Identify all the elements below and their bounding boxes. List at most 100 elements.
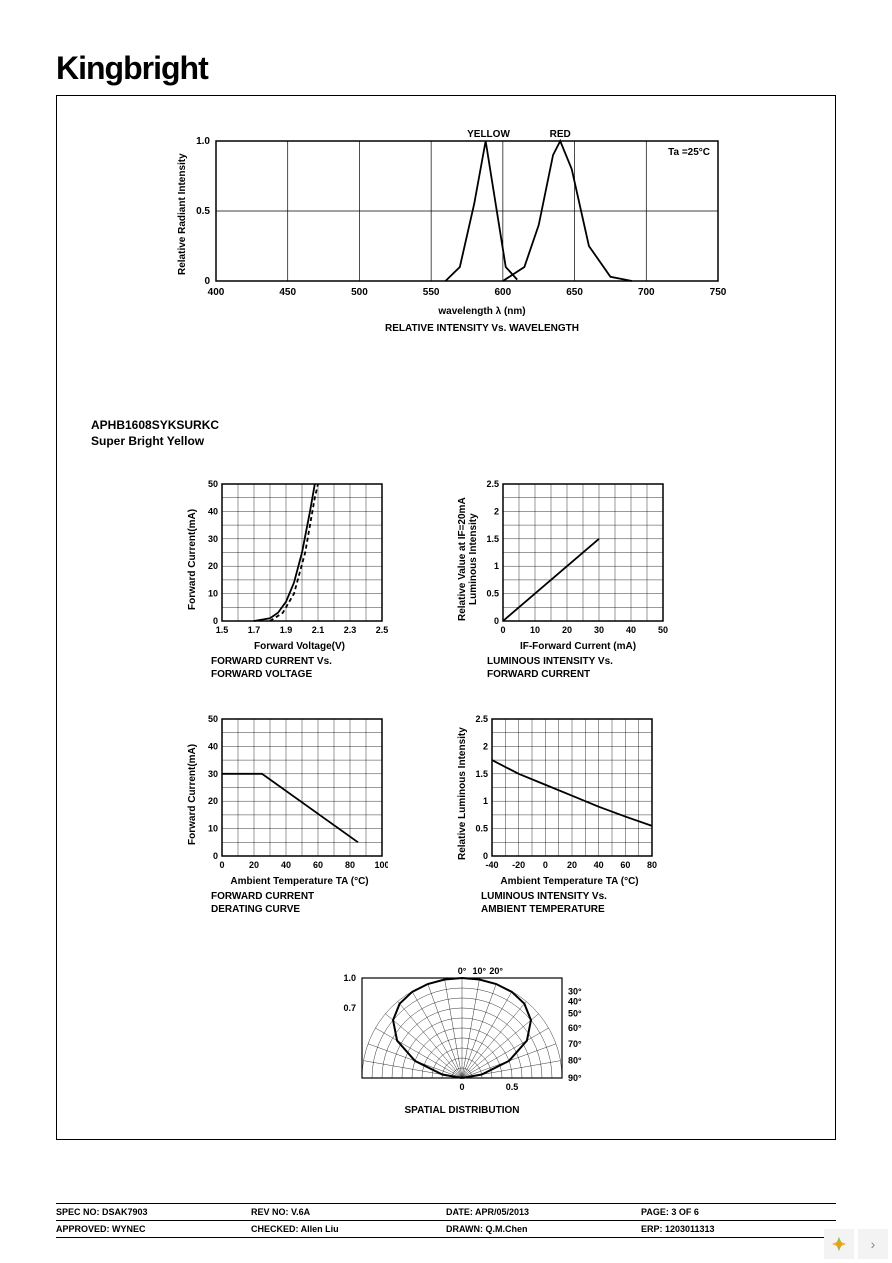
- svg-text:1: 1: [483, 796, 488, 806]
- svg-text:0.5: 0.5: [196, 206, 210, 217]
- svg-text:1: 1: [494, 561, 499, 571]
- svg-text:2.1: 2.1: [312, 625, 325, 635]
- svg-text:0.7: 0.7: [343, 1003, 356, 1013]
- part-number-block: APHB1608SYKSURKC Super Bright Yellow: [91, 418, 219, 449]
- svg-text:80: 80: [647, 860, 657, 870]
- svg-text:100: 100: [374, 860, 388, 870]
- chart-d-title: LUMINOUS INTENSITY Vs. AMBIENT TEMPERATU…: [481, 891, 658, 916]
- svg-text:50°: 50°: [568, 1009, 582, 1019]
- chart-b-xlabel: IF-Forward Current (mA): [487, 641, 669, 652]
- svg-text:1.0: 1.0: [196, 136, 210, 147]
- svg-text:0: 0: [213, 616, 218, 626]
- svg-text:2.5: 2.5: [475, 714, 488, 724]
- chart-top-xlabel: wavelength λ (nm): [207, 306, 757, 317]
- svg-text:60°: 60°: [568, 1023, 582, 1033]
- svg-text:30: 30: [594, 625, 604, 635]
- svg-text:1.9: 1.9: [280, 625, 293, 635]
- svg-text:40°: 40°: [568, 996, 582, 1006]
- svg-text:40: 40: [281, 860, 291, 870]
- svg-text:0°: 0°: [458, 966, 467, 976]
- footer-date: DATE: APR/05/2013: [446, 1207, 641, 1217]
- svg-text:550: 550: [423, 287, 440, 298]
- chart-relative-intensity: Relative Radiant Intensity 4004505005506…: [177, 121, 757, 336]
- svg-text:700: 700: [638, 287, 655, 298]
- svg-text:90°: 90°: [568, 1073, 582, 1083]
- part-desc: Super Bright Yellow: [91, 434, 219, 450]
- svg-text:0: 0: [459, 1082, 464, 1092]
- svg-text:50: 50: [208, 714, 218, 724]
- svg-text:30: 30: [208, 769, 218, 779]
- footer-rev: REV NO: V.6A: [251, 1207, 446, 1217]
- chart-a-svg: 1.51.71.92.12.32.501020304050: [198, 476, 388, 641]
- svg-text:0: 0: [500, 625, 505, 635]
- svg-text:20: 20: [208, 796, 218, 806]
- chart-b-svg: 0102030405000.511.522.5: [479, 476, 669, 641]
- svg-text:0.5: 0.5: [475, 824, 488, 834]
- chart-a-ylabel: Forward Current(mA): [187, 489, 198, 629]
- svg-text:2.3: 2.3: [344, 625, 357, 635]
- chart-top-ylabel: Relative Radiant Intensity: [177, 134, 188, 294]
- svg-text:0: 0: [494, 616, 499, 626]
- brand-logo: Kingbright: [56, 50, 836, 87]
- content-frame: Relative Radiant Intensity 4004505005506…: [56, 95, 836, 1140]
- svg-text:0: 0: [543, 860, 548, 870]
- chart-c-title: FORWARD CURRENT DERATING CURVE: [211, 891, 388, 916]
- page-footer: SPEC NO: DSAK7903 REV NO: V.6A DATE: APR…: [56, 1200, 836, 1241]
- svg-text:YELLOW: YELLOW: [467, 129, 510, 140]
- chart-c-ylabel: Forward Current(mA): [187, 724, 198, 864]
- svg-text:40: 40: [626, 625, 636, 635]
- chart-d-ylabel: Relative Luminous Intensity: [457, 724, 468, 864]
- svg-text:1.7: 1.7: [248, 625, 261, 635]
- svg-text:50: 50: [658, 625, 668, 635]
- chart-b-ylabel1: Luminous Intensity: [468, 489, 479, 629]
- svg-text:20: 20: [567, 860, 577, 870]
- svg-text:20: 20: [208, 561, 218, 571]
- svg-text:2: 2: [483, 741, 488, 751]
- svg-text:2: 2: [494, 506, 499, 516]
- chart-top-svg: 40045050055060065070075000.51.0YELLOWRED…: [188, 121, 728, 306]
- svg-text:0: 0: [213, 851, 218, 861]
- svg-text:0: 0: [483, 851, 488, 861]
- chart-spatial: 0°10°20°30°40°50°60°70°80°90°1.00.700.5 …: [332, 936, 592, 1118]
- chart-d-xlabel: Ambient Temperature TA (°C): [481, 876, 658, 887]
- footer-approved: APPROVED: WYNEC: [56, 1224, 251, 1234]
- svg-text:1.0: 1.0: [343, 973, 356, 983]
- svg-text:0.5: 0.5: [486, 589, 499, 599]
- svg-text:10°: 10°: [473, 966, 487, 976]
- svg-text:10: 10: [208, 824, 218, 834]
- svg-text:Ta =25°C: Ta =25°C: [668, 147, 710, 158]
- chart-derating: Forward Current(mA) 02040608010001020304…: [187, 711, 388, 916]
- footer-page: PAGE: 3 OF 6: [641, 1207, 836, 1217]
- svg-text:1.5: 1.5: [486, 534, 499, 544]
- svg-text:80°: 80°: [568, 1056, 582, 1066]
- footer-checked: CHECKED: Allen Liu: [251, 1224, 446, 1234]
- chart-b-title: LUMINOUS INTENSITY Vs. FORWARD CURRENT: [487, 656, 669, 681]
- chart-luminous-current: Relative Value at IF=20mA Luminous Inten…: [457, 476, 669, 681]
- corner-nav: ›: [824, 1229, 888, 1259]
- svg-text:30: 30: [208, 534, 218, 544]
- chart-luminous-temp: Relative Luminous Intensity -40-20020406…: [457, 711, 658, 916]
- svg-text:650: 650: [566, 287, 583, 298]
- svg-text:40: 40: [208, 741, 218, 751]
- nav-next-icon[interactable]: ›: [858, 1229, 888, 1259]
- svg-text:20: 20: [249, 860, 259, 870]
- chart-e-title: SPATIAL DISTRIBUTION: [332, 1105, 592, 1118]
- nav-logo-icon[interactable]: [824, 1229, 854, 1259]
- svg-text:80: 80: [345, 860, 355, 870]
- chart-a-xlabel: Forward Voltage(V): [211, 641, 388, 652]
- chart-c-xlabel: Ambient Temperature TA (°C): [211, 876, 388, 887]
- svg-text:70°: 70°: [568, 1039, 582, 1049]
- footer-drawn: DRAWN: Q.M.Chen: [446, 1224, 641, 1234]
- svg-text:2.5: 2.5: [376, 625, 388, 635]
- svg-text:60: 60: [620, 860, 630, 870]
- footer-erp: ERP: 1203011313: [641, 1224, 836, 1234]
- svg-text:0: 0: [219, 860, 224, 870]
- svg-text:40: 40: [594, 860, 604, 870]
- svg-text:0: 0: [204, 276, 210, 287]
- svg-text:2.5: 2.5: [486, 479, 499, 489]
- svg-text:RED: RED: [550, 129, 571, 140]
- chart-d-svg: -40-2002040608000.511.522.5: [468, 711, 658, 876]
- svg-text:10: 10: [208, 589, 218, 599]
- svg-text:20: 20: [562, 625, 572, 635]
- svg-text:30°: 30°: [568, 986, 582, 996]
